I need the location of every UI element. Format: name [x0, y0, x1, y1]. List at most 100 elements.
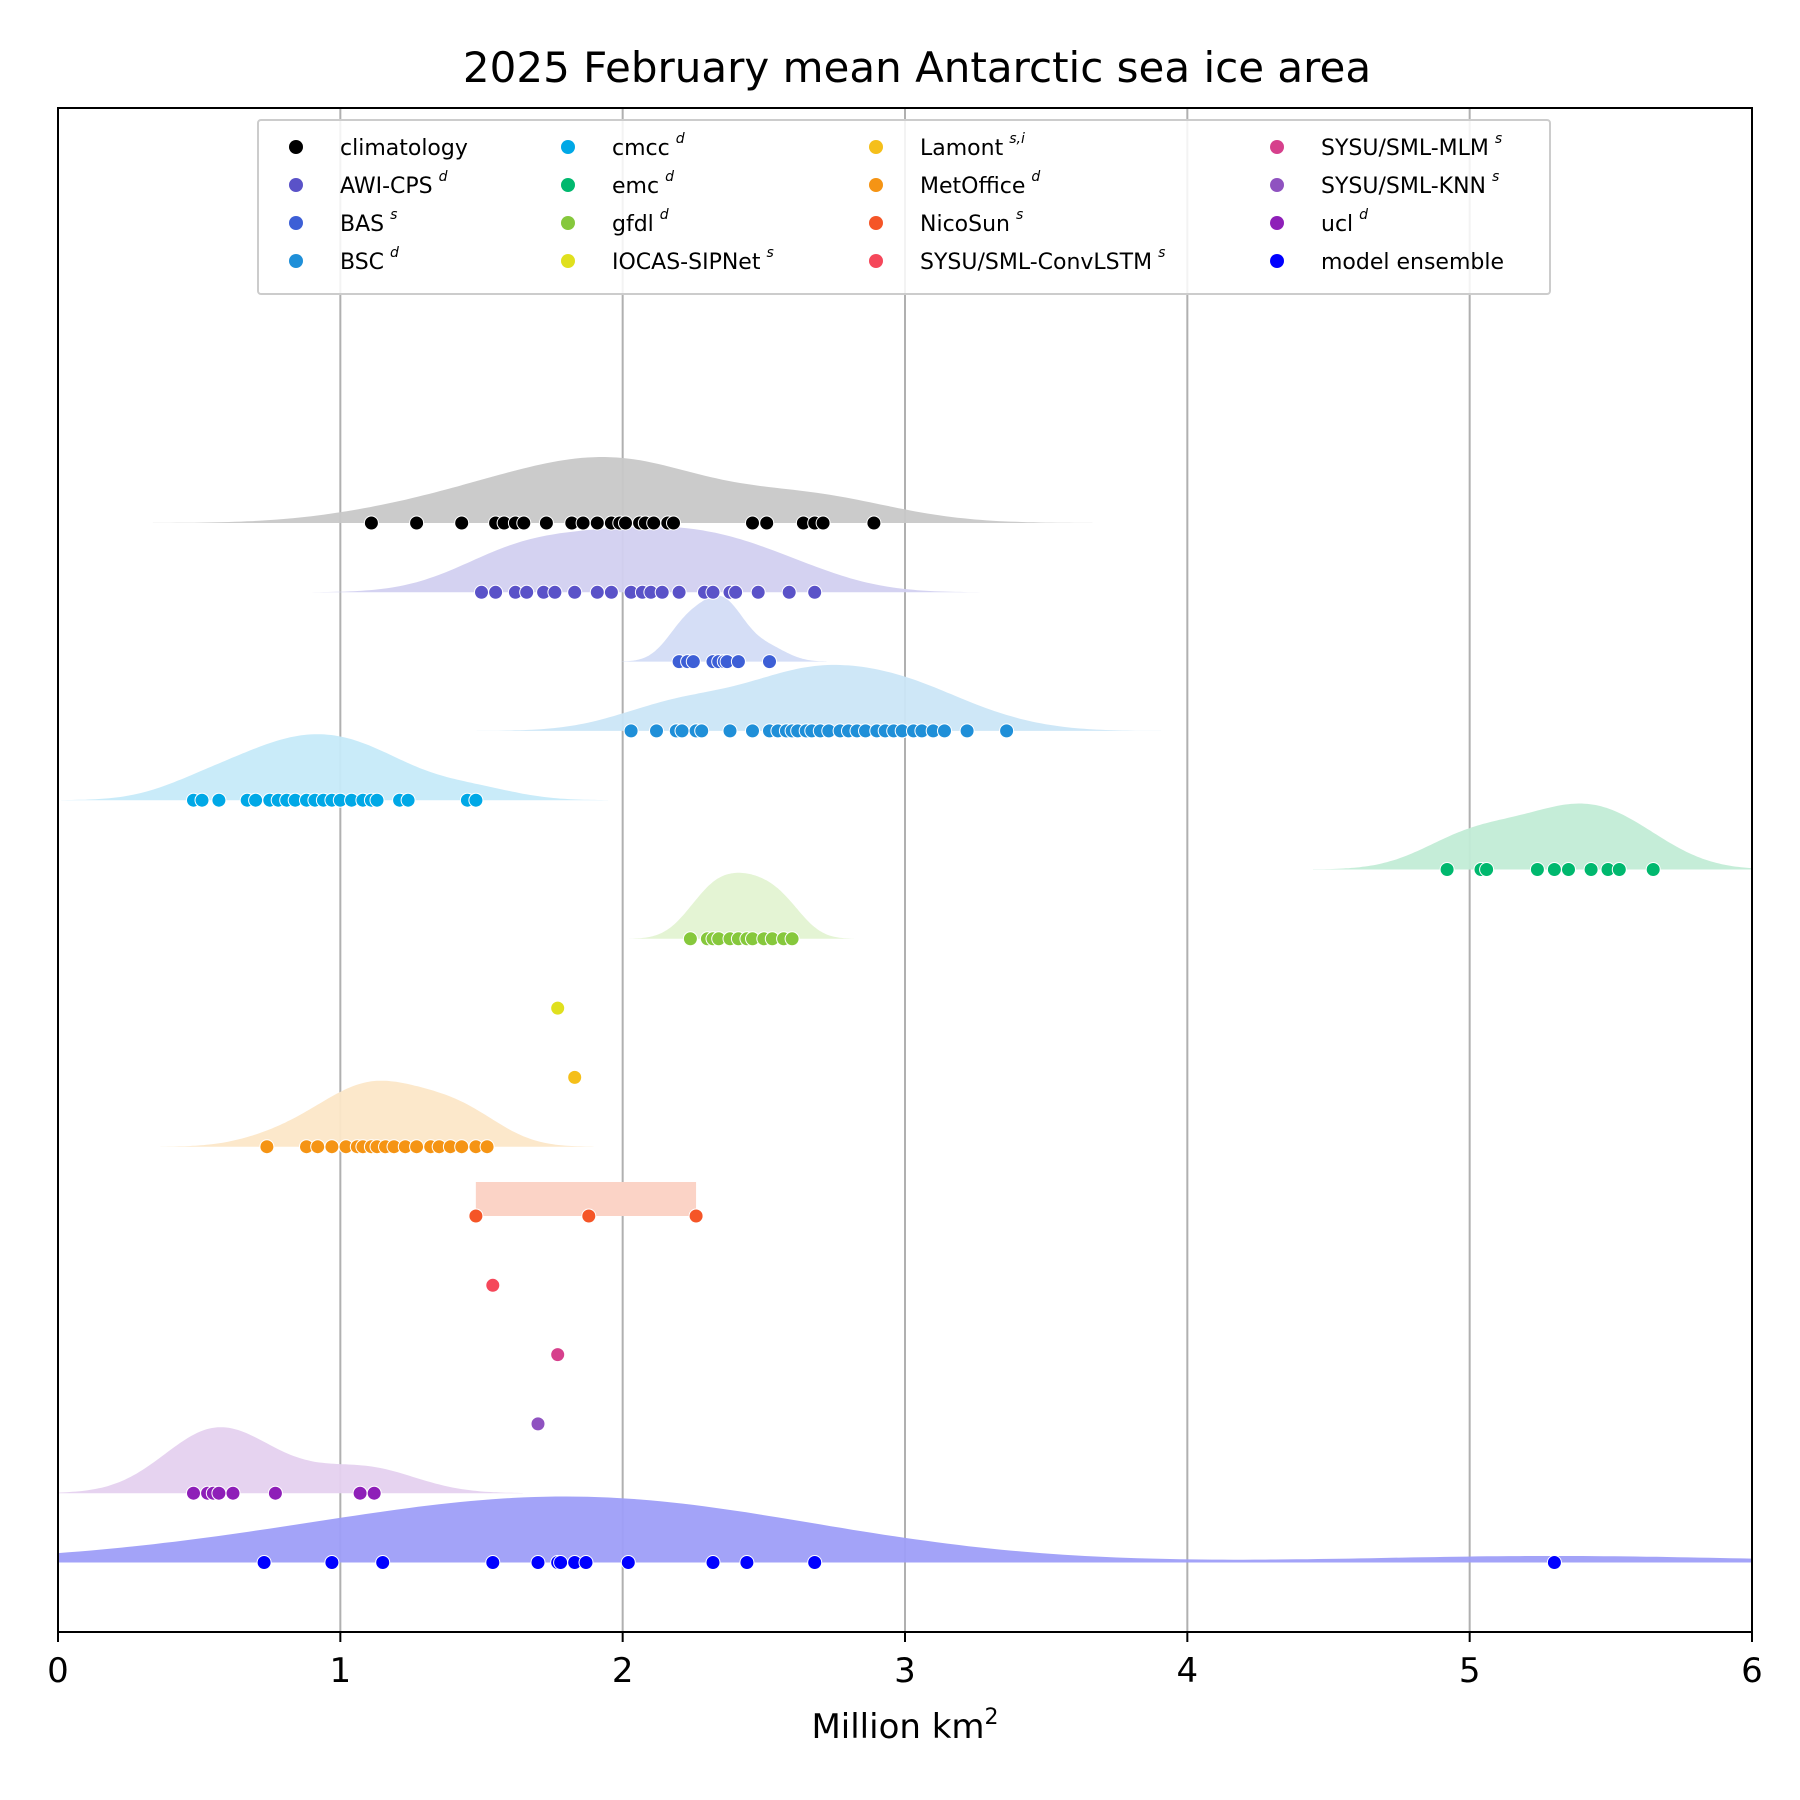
data-point: [454, 515, 470, 531]
legend-item: climatology: [340, 136, 468, 161]
data-point: [488, 584, 504, 600]
data-point: [1479, 862, 1495, 877]
data-point: [589, 515, 605, 531]
data-point: [324, 1555, 340, 1570]
data-point: [530, 1416, 546, 1432]
legend: climatology AWI-CPS d BAS s BSC d cmcc d emc d gfdl…: [257, 119, 1551, 295]
data-point: [730, 654, 746, 670]
data-point: [728, 584, 744, 600]
data-point: [409, 515, 425, 531]
data-point: [550, 1000, 566, 1016]
legend-item: gfdl d: [612, 207, 669, 237]
legend-item: NicoSun s: [920, 207, 1023, 237]
data-point: [519, 584, 535, 600]
data-point: [474, 584, 489, 600]
data-point: [352, 1485, 368, 1501]
data-point: [745, 723, 760, 739]
data-point: [1583, 862, 1599, 877]
data-point: [375, 1555, 391, 1570]
legend-marker: [869, 216, 883, 230]
data-point: [468, 792, 484, 808]
data-point: [485, 1555, 501, 1570]
data-point: [815, 515, 831, 531]
data-point: [547, 584, 563, 600]
distribution-shapes: [58, 457, 1752, 1563]
legend-item: emc d: [612, 169, 674, 199]
density-shape: [628, 872, 854, 939]
data-points: [186, 515, 1661, 1570]
x-tick-label: 6: [1741, 1651, 1763, 1691]
density-shape: [58, 1496, 1752, 1563]
data-point: [705, 584, 721, 600]
data-point: [589, 584, 605, 600]
x-axis-label-superscript: 2: [985, 1705, 999, 1730]
density-shape: [61, 734, 609, 801]
density-shape: [58, 1427, 523, 1494]
legend-marker: [869, 178, 883, 192]
data-point: [225, 1485, 241, 1501]
data-point: [211, 792, 227, 808]
data-point: [516, 515, 532, 531]
data-point: [575, 515, 591, 531]
chart-title: 2025 February mean Antarctic sea ice are…: [463, 43, 1371, 92]
data-point: [324, 1139, 340, 1155]
data-point: [363, 515, 379, 531]
data-point: [807, 1555, 823, 1570]
legend-item: BAS s: [340, 207, 397, 237]
data-point: [646, 515, 662, 531]
data-point: [781, 584, 797, 600]
legend-box: [257, 119, 1551, 295]
data-point: [256, 1555, 272, 1570]
x-tick-label: 1: [330, 1651, 352, 1691]
data-point: [369, 792, 385, 808]
data-point: [1611, 862, 1627, 877]
legend-marker: [869, 254, 883, 268]
data-point: [674, 723, 690, 739]
data-point: [666, 515, 681, 531]
data-point: [468, 1208, 484, 1224]
data-point: [530, 1555, 546, 1570]
x-grid: [339, 108, 1471, 1632]
data-point: [409, 1139, 425, 1155]
data-point: [211, 1485, 227, 1501]
x-tick-label: 4: [1177, 1651, 1199, 1691]
data-point: [745, 515, 760, 531]
density-shape: [311, 526, 985, 593]
data-point: [682, 931, 698, 947]
data-point: [750, 584, 766, 600]
x-tick-label: 2: [612, 1651, 634, 1691]
legend-marker: [289, 216, 303, 230]
legend-marker: [1270, 140, 1284, 154]
data-point: [567, 1069, 583, 1085]
data-point: [762, 654, 777, 670]
legend-marker: [289, 140, 303, 154]
legend-item: ucl d: [1321, 207, 1368, 237]
x-axis-label-text: Million km: [811, 1707, 984, 1747]
data-point: [705, 1555, 721, 1570]
data-point: [1561, 862, 1576, 877]
legend-marker: [561, 216, 575, 230]
data-point: [578, 1555, 594, 1570]
legend-item: cmcc d: [612, 131, 685, 161]
data-point: [186, 1485, 201, 1501]
data-point: [866, 515, 882, 531]
density-shape: [476, 664, 1161, 731]
data-point: [553, 1555, 569, 1570]
legend-item: MetOffice d: [920, 169, 1040, 199]
data-point: [623, 723, 639, 739]
data-point: [1439, 862, 1455, 877]
data-point: [248, 792, 264, 808]
legend-marker: [1270, 216, 1284, 230]
data-point: [479, 1139, 495, 1155]
data-point: [603, 584, 619, 600]
x-axis-label: Million km2: [811, 1705, 998, 1747]
legend-item: BSC d: [340, 245, 399, 275]
x-axis-ticks: 0 1 2 3 4 5 6: [47, 1632, 1763, 1691]
legend-item: SYSU/SML-MLM s: [1321, 131, 1502, 161]
x-tick-label: 3: [894, 1651, 916, 1691]
data-point: [688, 1208, 704, 1224]
data-point: [538, 515, 554, 531]
density-shape: [621, 595, 827, 662]
legend-marker: [561, 140, 575, 154]
